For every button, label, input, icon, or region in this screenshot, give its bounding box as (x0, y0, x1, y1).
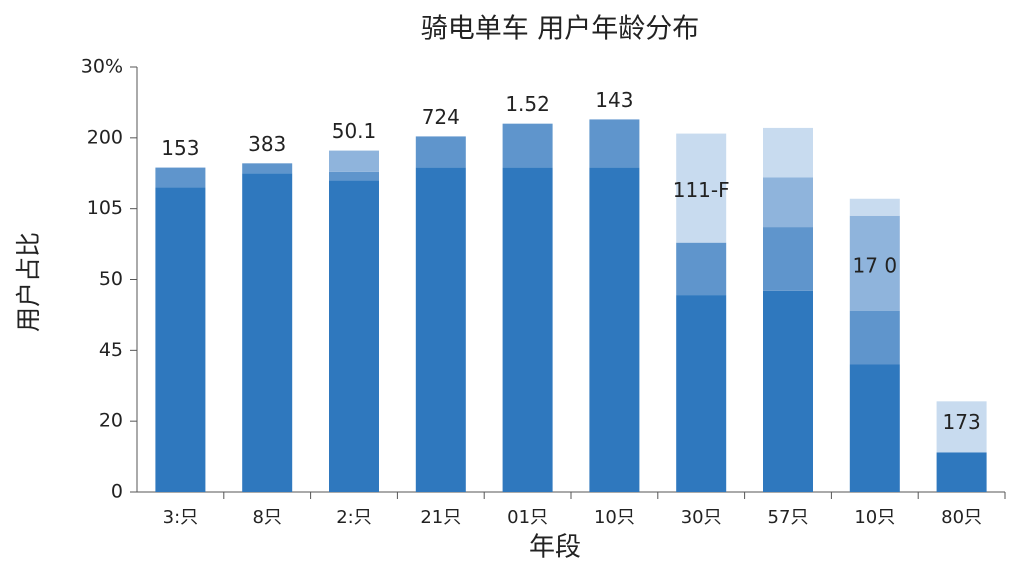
bar-segment (242, 163, 293, 174)
bar-segment (242, 173, 293, 492)
bar-segment (415, 136, 466, 168)
y-axis-label: 用户占比 (14, 232, 43, 332)
y-tick-label: 105 (87, 197, 123, 219)
x-tick-label: 80只 (941, 507, 982, 528)
bar-label: 1.52 (505, 92, 550, 116)
bar-segment (155, 167, 206, 188)
y-tick-label: 30% (81, 56, 123, 78)
bar-label: 173 (943, 410, 981, 434)
bar-segment (415, 167, 466, 493)
bar-segment (329, 150, 379, 172)
bar-segment (936, 452, 987, 492)
bar-segment (676, 295, 727, 492)
bar-label: 17 0 (853, 253, 898, 277)
bar-segment (155, 187, 206, 492)
y-tick-label: 0 (111, 481, 123, 503)
x-tick-label: 3:只 (163, 507, 199, 528)
x-tick-label: 10只 (594, 507, 635, 528)
bar-segment (936, 401, 987, 453)
bar-segment (763, 227, 813, 291)
bar-label: 153 (161, 136, 199, 160)
y-tick-label: 200 (87, 126, 123, 148)
x-tick-label: 2:只 (336, 507, 372, 528)
bar-segment (329, 171, 379, 181)
bar-segment (763, 290, 813, 492)
y-tick-label: 45 (99, 339, 123, 361)
x-axis-label: 年段 (529, 533, 581, 563)
x-tick-label: 30只 (681, 507, 722, 528)
bar-segment (763, 177, 813, 228)
bar-segment (676, 133, 727, 243)
bar-label: 724 (422, 105, 460, 129)
bar-label: 143 (595, 88, 633, 112)
bar-segment (329, 180, 379, 493)
x-tick-label: 21只 (420, 507, 461, 528)
bar-segment (502, 167, 553, 493)
bar-segment (849, 364, 900, 492)
x-tick-label: 10只 (854, 507, 895, 528)
bar-segment (763, 127, 813, 178)
x-tick-label: 01只 (507, 507, 548, 528)
bar-segment (849, 215, 900, 311)
bar-label: 383 (248, 132, 286, 156)
bar-segment (849, 310, 900, 365)
y-tick-label: 50 (99, 268, 123, 290)
bar-label: 50.1 (332, 119, 377, 143)
bar-segment (589, 167, 640, 493)
y-tick-label: 20 (99, 410, 123, 432)
x-tick-label: 8只 (252, 507, 281, 528)
bar-segment (502, 123, 553, 168)
bar-segment (676, 242, 727, 296)
x-tick-label: 57只 (768, 507, 809, 528)
bar-segment (849, 198, 900, 216)
chart-title: 骑电单车 用户年龄分布 (421, 14, 700, 45)
bar-label: 111-F (673, 178, 730, 202)
bar-segment (589, 119, 640, 168)
